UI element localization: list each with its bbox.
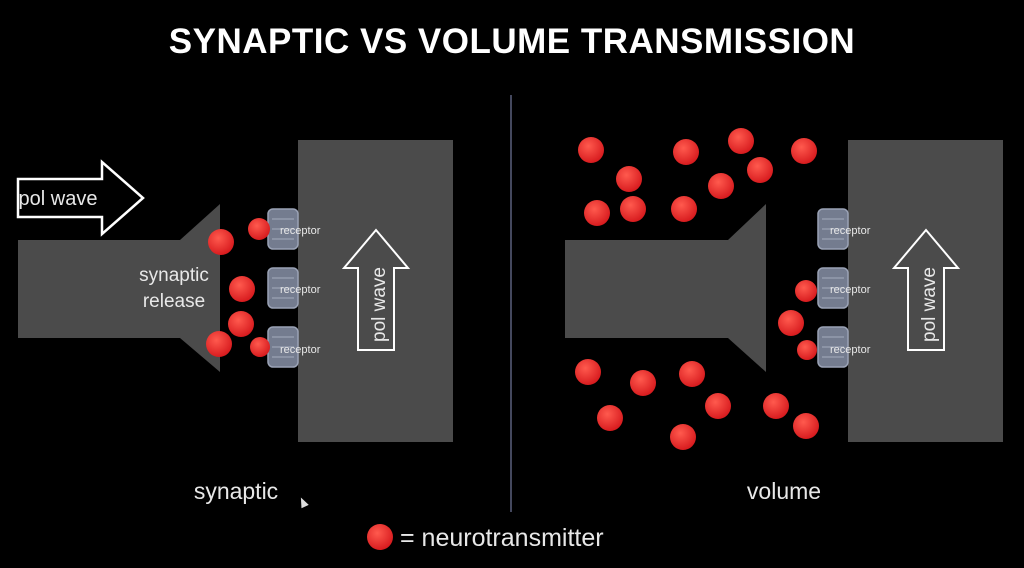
volume-receptor-3	[817, 326, 849, 368]
synaptic-wave-arrow: pol wave	[16, 159, 145, 237]
synaptic-caption: synaptic	[194, 478, 278, 504]
volume-postsynaptic-neuron	[848, 140, 1003, 442]
volume-receptor-2	[817, 267, 849, 309]
synaptic-receptor-3	[267, 326, 299, 368]
volume-receptor-1	[817, 208, 849, 250]
slide-title: SYNAPTIC VS VOLUME TRANSMISSION	[168, 22, 856, 61]
synaptic-release-label-1: synaptic	[139, 265, 209, 286]
synaptic-release-label-2: release	[143, 291, 205, 312]
volume-receptor-label-3: receptor	[830, 344, 871, 356]
volume-presynaptic-terminal	[565, 204, 766, 372]
synaptic-receptor-label-3: receptor	[280, 344, 321, 356]
synaptic-post-wave-label: pol wave	[369, 267, 390, 342]
legend-text: = neurotransmitter	[400, 524, 604, 552]
synaptic-post-wave-arrow: pol wave	[341, 228, 411, 351]
volume-receptor-label-1: receptor	[830, 225, 871, 237]
synaptic-presynaptic-terminal	[18, 204, 220, 372]
synaptic-receptor-label-2: receptor	[280, 284, 321, 296]
synaptic-receptor-label-1: receptor	[280, 225, 321, 237]
synaptic-panel: pol wave synaptic release	[16, 140, 453, 504]
synaptic-postsynaptic-neuron	[298, 140, 453, 442]
volume-post-wave-arrow: pol wave	[891, 228, 961, 351]
synaptic-wave-label: pol wave	[19, 188, 98, 210]
synaptic-neurotransmitters	[206, 218, 270, 357]
volume-post-wave-label: pol wave	[919, 267, 940, 342]
legend: = neurotransmitter	[367, 524, 604, 552]
volume-panel: receptor receptor receptor pol wave	[565, 128, 1003, 504]
volume-receptor-label-2: receptor	[830, 284, 871, 296]
volume-caption: volume	[747, 478, 821, 504]
volume-neurotransmitters	[575, 128, 819, 450]
legend-neurotransmitter-dot	[367, 524, 393, 550]
synaptic-receptor-1	[267, 208, 299, 250]
synaptic-receptor-2	[267, 267, 299, 309]
